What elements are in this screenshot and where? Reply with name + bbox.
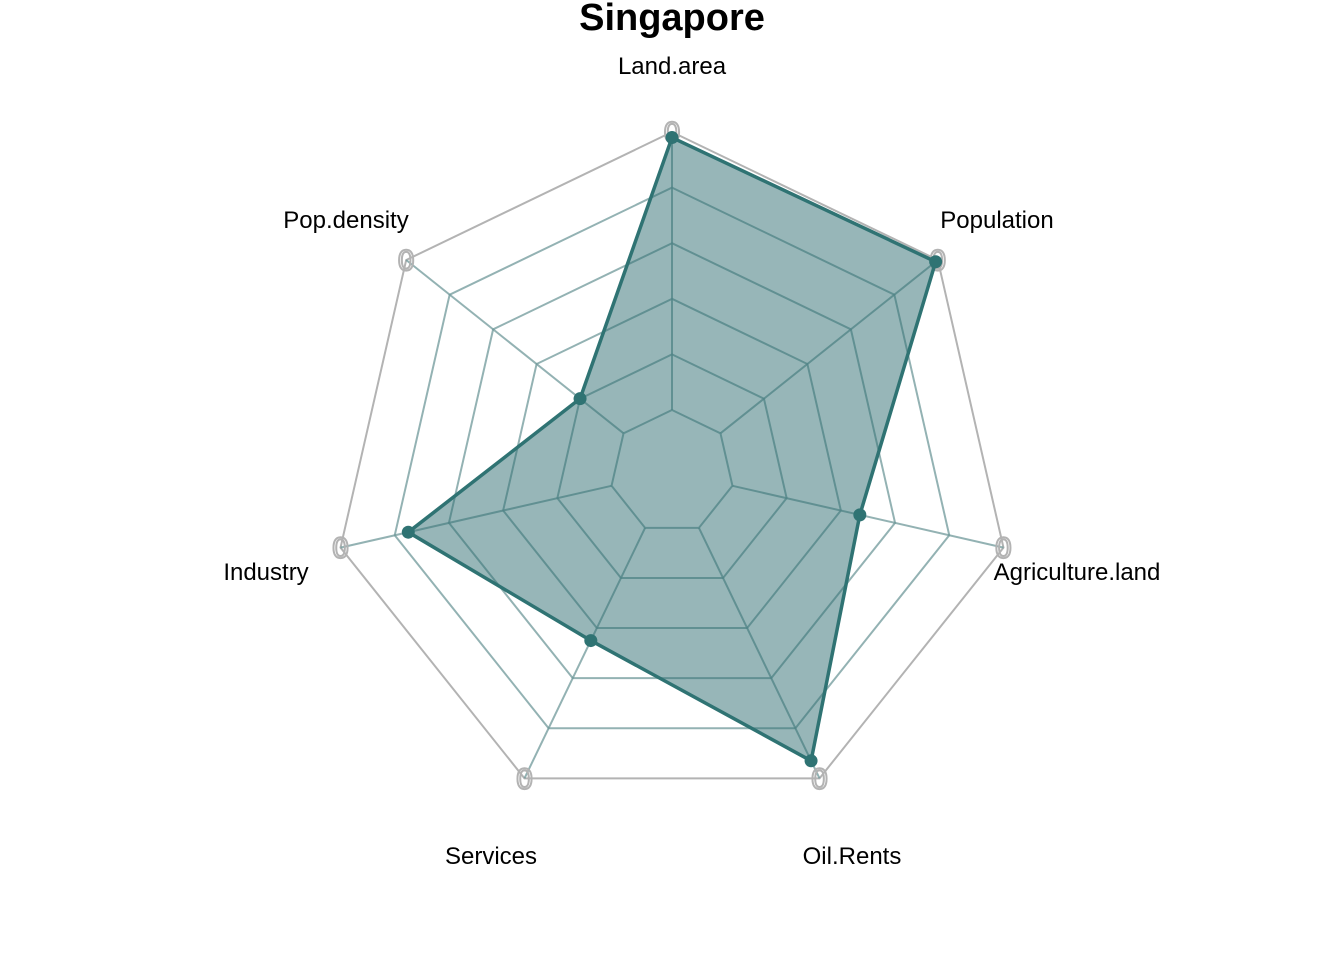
- chart-title: Singapore: [579, 0, 765, 39]
- axis-max-label: 0: [995, 532, 1013, 565]
- series-point: [853, 508, 867, 522]
- radar-series: [408, 137, 936, 761]
- series-area: [408, 137, 936, 761]
- series-point: [573, 392, 587, 406]
- series-point: [804, 754, 818, 768]
- axis-label: Oil.Rents: [803, 843, 902, 870]
- axis-max-label: 0: [811, 762, 829, 795]
- series-line: [406, 135, 938, 763]
- axis-label: Pop.density: [283, 207, 408, 234]
- axis-label: Agriculture.land: [994, 559, 1161, 586]
- axis-label: Services: [445, 843, 537, 870]
- axis-label: Land.area: [618, 53, 727, 80]
- axis-max-label: 0: [516, 762, 534, 795]
- series-point: [584, 634, 598, 648]
- series-marks: [401, 131, 943, 768]
- axis-labels: Land.area Population Agriculture.land Oil.R…: [223, 53, 1160, 870]
- axis-max-label: 0: [397, 244, 415, 277]
- axis-max-label: 0: [332, 532, 350, 565]
- grid-ring: [339, 130, 1005, 780]
- axis-label: Population: [940, 207, 1053, 234]
- series-point: [929, 255, 943, 269]
- series-point: [665, 131, 679, 145]
- series-point: [401, 525, 415, 539]
- axis-label: Industry: [223, 559, 308, 586]
